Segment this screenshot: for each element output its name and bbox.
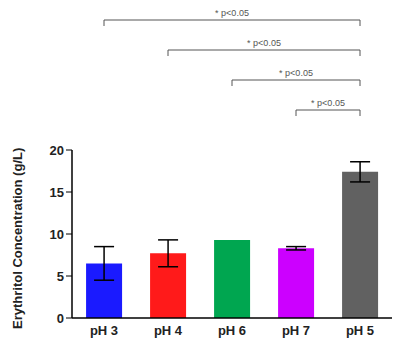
svg-text:0: 0 (57, 311, 64, 326)
svg-text:10: 10 (50, 227, 64, 242)
svg-text:Erythritol Concentration (g/L): Erythritol Concentration (g/L) (10, 148, 25, 329)
svg-text:20: 20 (50, 143, 64, 158)
svg-text:15: 15 (50, 185, 64, 200)
svg-text:* p<0.05: * p<0.05 (279, 68, 313, 78)
svg-text:pH 4: pH 4 (154, 323, 183, 338)
svg-text:5: 5 (57, 269, 64, 284)
svg-text:pH 7: pH 7 (282, 323, 310, 338)
svg-text:pH 3: pH 3 (90, 323, 118, 338)
svg-text:* p<0.05: * p<0.05 (215, 8, 249, 18)
svg-text:* p<0.05: * p<0.05 (247, 38, 281, 48)
svg-text:* p<0.05: * p<0.05 (311, 98, 345, 108)
svg-text:pH 6: pH 6 (218, 323, 246, 338)
svg-text:pH 5: pH 5 (346, 323, 374, 338)
